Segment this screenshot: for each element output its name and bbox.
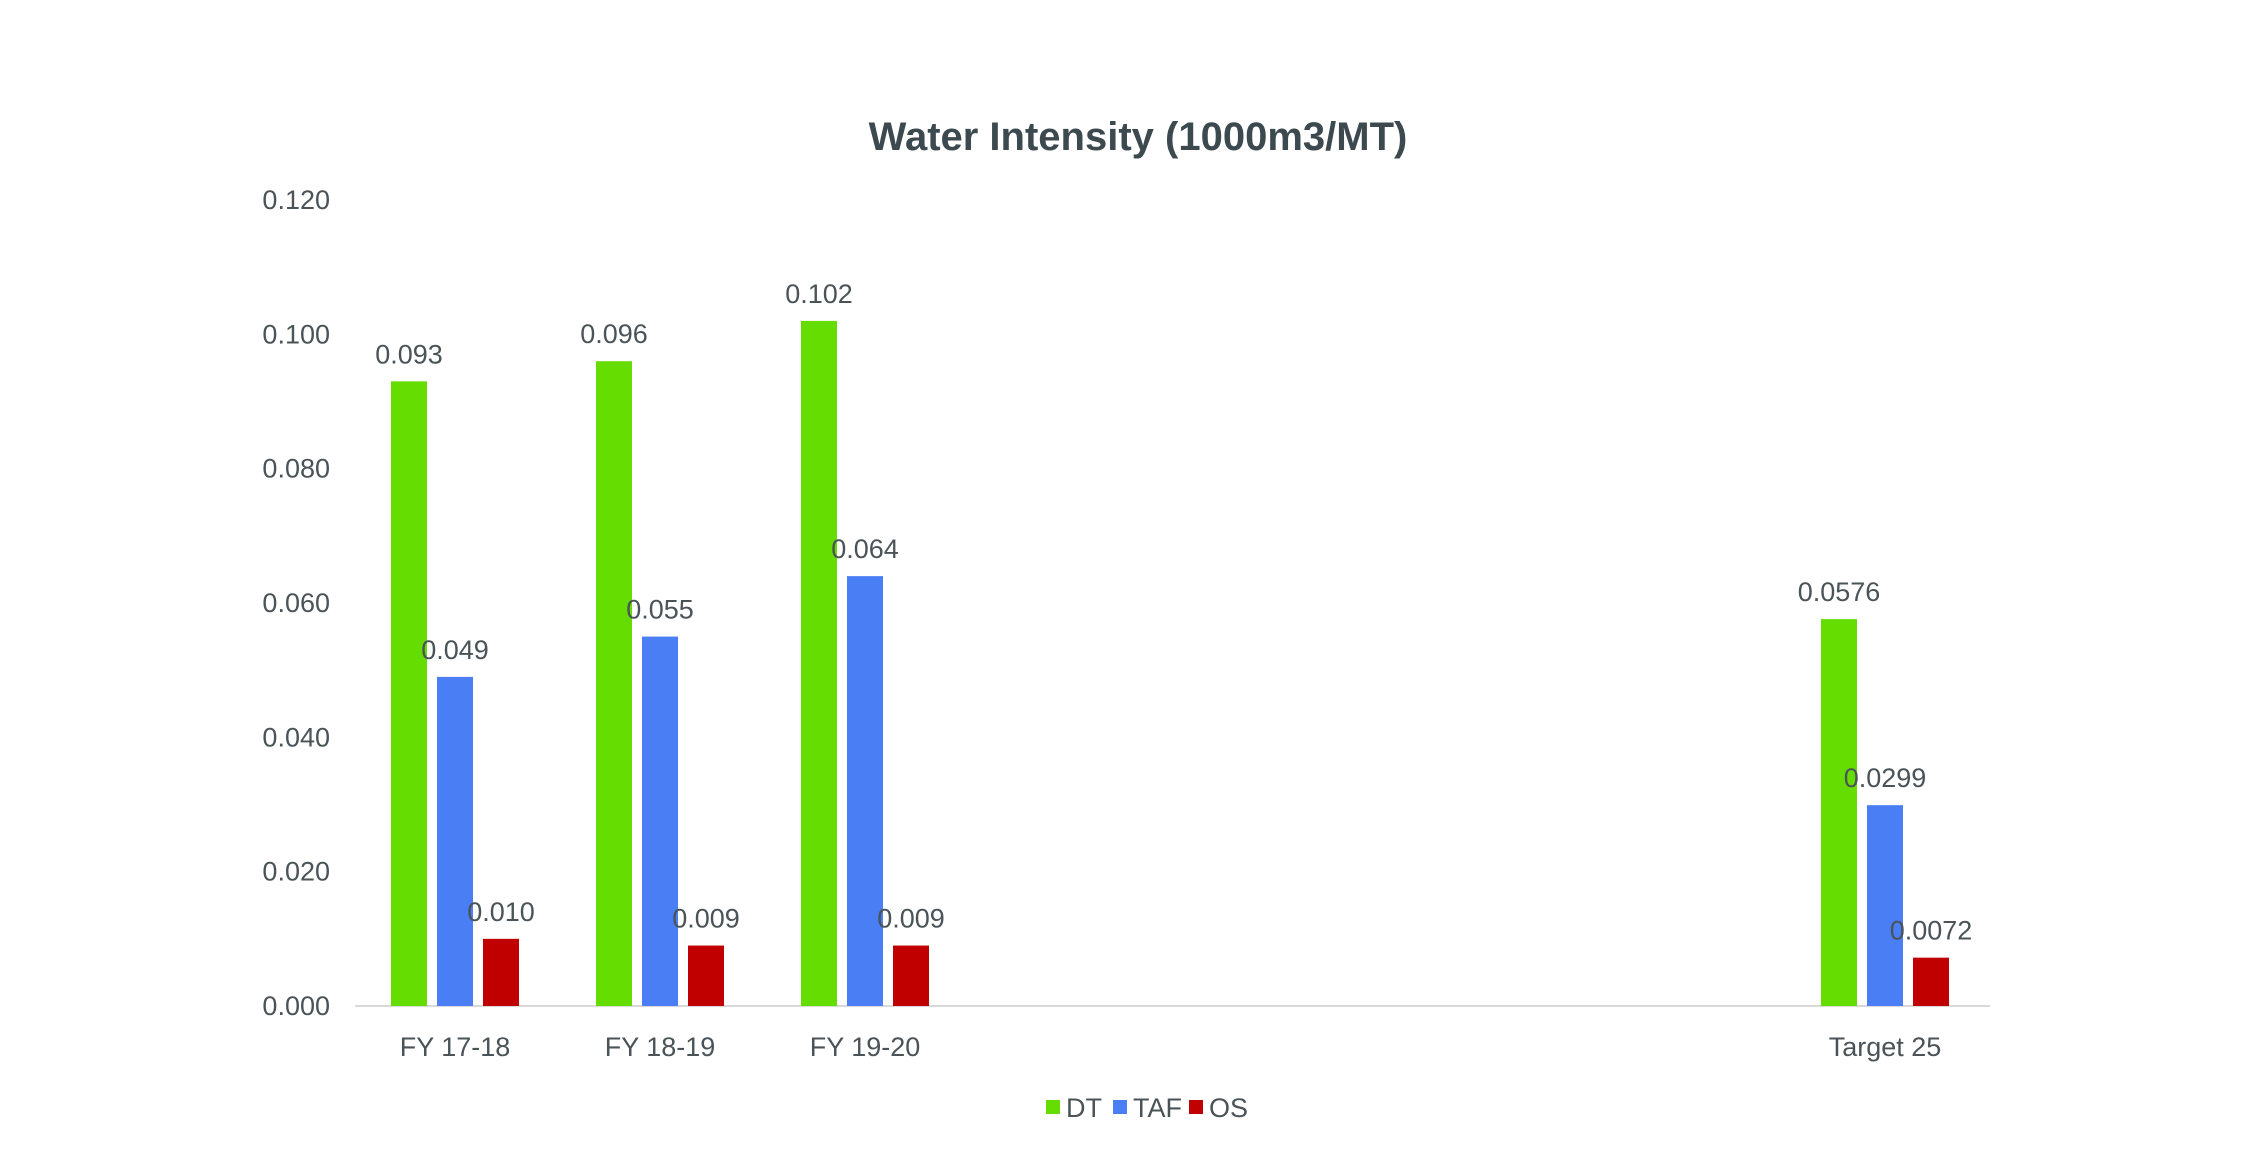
bar-dt-0 [391, 381, 427, 1007]
bar-os-1 [688, 945, 724, 1006]
y-tick-label: 0.000 [262, 991, 330, 1021]
y-axis-ticks: 0.000 0.020 0.040 0.060 0.080 0.100 0.120 [262, 185, 330, 1021]
category-labels: FY 17-18 FY 18-19 FY 19-20 Target 25 [400, 1032, 1942, 1062]
legend-swatch-dt [1046, 1100, 1060, 1114]
bar-taf-1 [642, 636, 678, 1006]
data-label: 0.049 [421, 635, 489, 665]
data-label: 0.009 [877, 904, 945, 934]
y-tick-label: 0.080 [262, 454, 330, 484]
bar-dt-3 [1821, 619, 1857, 1006]
legend: DT TAF OS [1046, 1093, 1248, 1123]
data-label: 0.093 [375, 339, 443, 369]
data-label: 0.096 [580, 319, 648, 349]
category-label: Target 25 [1829, 1032, 1942, 1062]
bar-taf-0 [437, 676, 473, 1006]
category-label: FY 19-20 [810, 1032, 921, 1062]
bar-os-3 [1913, 957, 1949, 1006]
legend-swatch-os [1189, 1100, 1203, 1114]
legend-label-os: OS [1209, 1093, 1248, 1123]
y-tick-label: 0.120 [262, 185, 330, 215]
data-label: 0.0299 [1844, 763, 1927, 793]
data-label: 0.009 [672, 904, 740, 934]
bar-taf-3 [1867, 805, 1903, 1006]
legend-label-taf: TAF [1133, 1093, 1182, 1123]
data-label: 0.055 [626, 595, 694, 625]
y-tick-label: 0.100 [262, 319, 330, 349]
legend-swatch-taf [1113, 1100, 1127, 1114]
bar-os-0 [483, 938, 519, 1006]
category-label: FY 17-18 [400, 1032, 511, 1062]
legend-label-dt: DT [1066, 1093, 1102, 1123]
y-tick-label: 0.060 [262, 588, 330, 618]
bars-group [391, 320, 1949, 1007]
data-label: 0.0072 [1890, 916, 1973, 946]
bar-os-2 [893, 945, 929, 1006]
bar-dt-2 [801, 320, 837, 1006]
category-label: FY 18-19 [605, 1032, 716, 1062]
y-tick-label: 0.040 [262, 722, 330, 752]
bar-taf-2 [847, 576, 883, 1006]
data-label: 0.102 [785, 279, 853, 309]
data-label: 0.064 [831, 534, 899, 564]
bar-dt-1 [596, 361, 632, 1006]
chart-title: Water Intensity (1000m3/MT) [869, 115, 1408, 159]
data-labels-group: 0.093 0.096 0.102 0.0576 0.049 0.055 0.064 0.02… [375, 279, 1972, 946]
y-tick-label: 0.020 [262, 857, 330, 887]
data-label: 0.010 [467, 897, 535, 927]
data-label: 0.0576 [1798, 577, 1881, 607]
